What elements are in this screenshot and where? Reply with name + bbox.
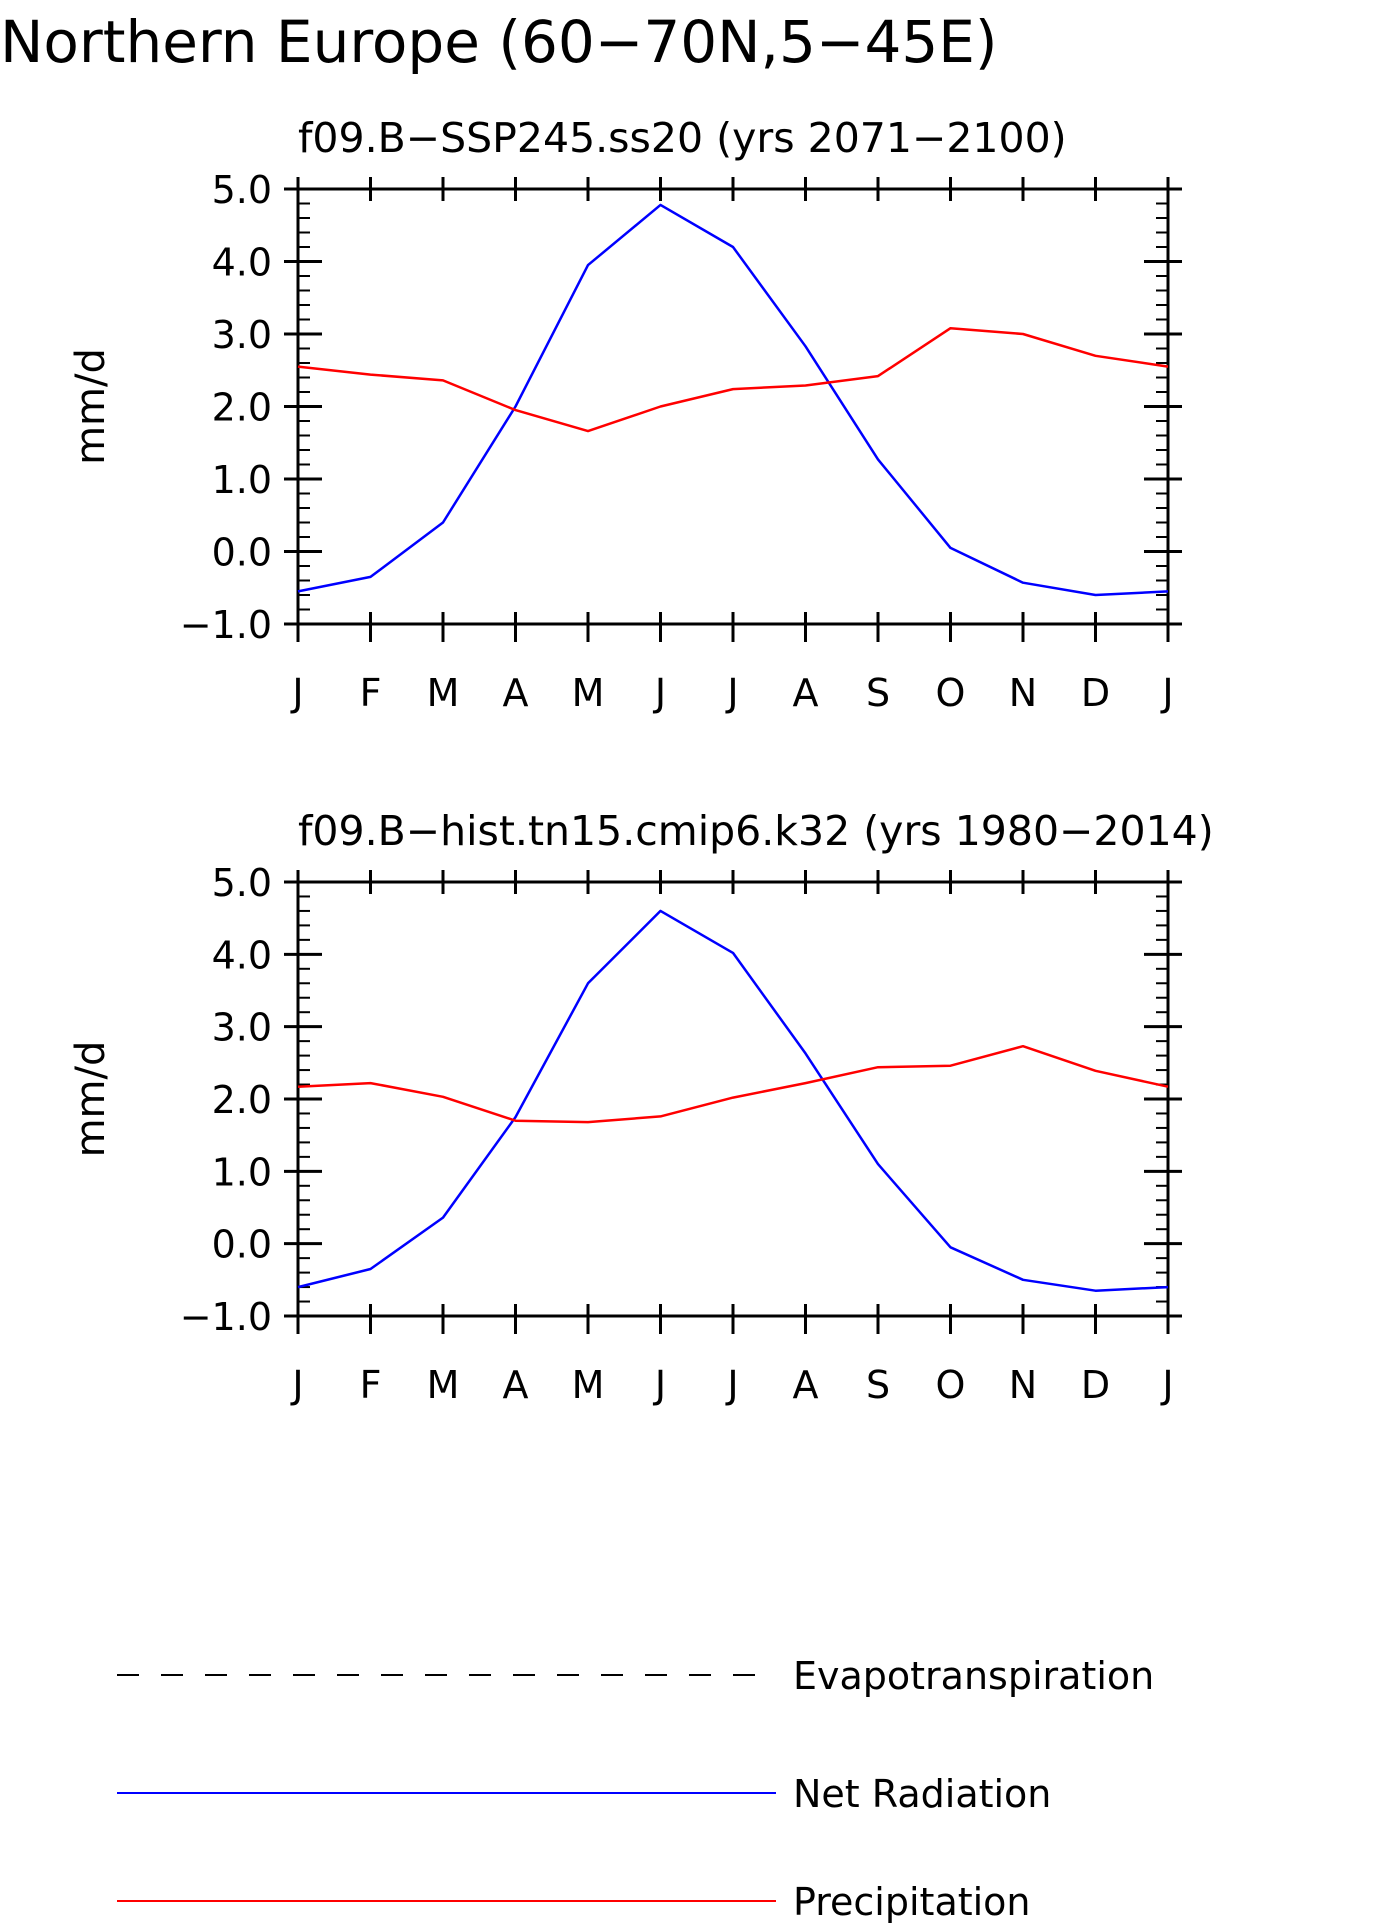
- y-tick-label: 0.0: [212, 1223, 272, 1267]
- y-tick-label: 4.0: [212, 933, 272, 977]
- x-tick-label: J: [290, 1363, 303, 1407]
- y-tick-label: 3.0: [212, 1006, 272, 1050]
- x-tick-label: J: [1160, 671, 1173, 715]
- x-tick-label: F: [360, 671, 382, 715]
- x-tick-label: D: [1081, 1363, 1110, 1407]
- plot-frame: [296, 187, 1170, 626]
- x-tick-label: O: [936, 1363, 966, 1407]
- y-tick-label: 1.0: [212, 1150, 272, 1194]
- x-tick-label: J: [653, 1363, 666, 1407]
- x-tick-label: A: [503, 1363, 529, 1407]
- y-axis-label: mm/d: [68, 348, 114, 465]
- plot-frame: [296, 880, 1170, 1318]
- y-tick-label: 4.0: [212, 241, 272, 285]
- x-tick-label: M: [572, 1363, 605, 1407]
- y-tick-label: −1.0: [180, 1295, 272, 1339]
- x-tick-label: N: [1009, 1363, 1037, 1407]
- y-tick-label: 5.0: [212, 861, 272, 905]
- x-tick-label: A: [793, 1363, 819, 1407]
- x-tick-label: M: [427, 671, 460, 715]
- x-tick-label: J: [290, 671, 303, 715]
- x-tick-label: D: [1081, 671, 1110, 715]
- legend-evapotranspiration-label: Evapotranspiration: [793, 1654, 1154, 1698]
- series-line-precipitation: [297, 326, 1169, 433]
- series-line-net-radiation: [297, 909, 1169, 1292]
- x-tick-label: J: [725, 1363, 738, 1407]
- series-line-net-radiation: [297, 203, 1169, 597]
- x-tick-label: N: [1009, 671, 1037, 715]
- x-tick-label: M: [427, 1363, 460, 1407]
- x-tick-label: O: [936, 671, 966, 715]
- panel-title: f09.B−hist.tn15.cmip6.k32 (yrs 1980−2014…: [298, 807, 1214, 855]
- panel-title: f09.B−SSP245.ss20 (yrs 2071−2100): [298, 114, 1067, 162]
- y-tick-label: −1.0: [180, 603, 272, 647]
- x-tick-label: M: [572, 671, 605, 715]
- y-axis-label: mm/d: [68, 1041, 114, 1158]
- legend-precipitation-label: Precipitation: [793, 1880, 1031, 1924]
- x-tick-label: S: [866, 671, 890, 715]
- x-tick-label: F: [360, 1363, 382, 1407]
- y-tick-label: 0.0: [212, 531, 272, 575]
- y-tick-label: 3.0: [212, 313, 272, 357]
- x-tick-label: A: [503, 671, 529, 715]
- series-line-precipitation: [297, 1044, 1169, 1124]
- panel-historical: f09.B−hist.tn15.cmip6.k32 (yrs 1980−2014…: [68, 807, 1214, 1407]
- x-tick-label: J: [725, 671, 738, 715]
- panel-ssp245: f09.B−SSP245.ss20 (yrs 2071−2100)J F M A M J J…: [68, 114, 1182, 715]
- x-tick-label: J: [653, 671, 666, 715]
- y-tick-label: 1.0: [212, 458, 272, 502]
- figure-title: Northern Europe (60−70N,5−45E): [0, 8, 998, 76]
- y-tick-label: 2.0: [212, 1078, 272, 1122]
- x-tick-label: S: [866, 1363, 890, 1407]
- x-tick-label: A: [793, 671, 819, 715]
- legend: Evapotranspiration Net Radiation Precipi…: [117, 1654, 1154, 1924]
- legend-net-radiation-label: Net Radiation: [793, 1772, 1051, 1816]
- x-tick-label: J: [1160, 1363, 1173, 1407]
- y-tick-label: 2.0: [212, 386, 272, 430]
- y-tick-label: 5.0: [212, 168, 272, 212]
